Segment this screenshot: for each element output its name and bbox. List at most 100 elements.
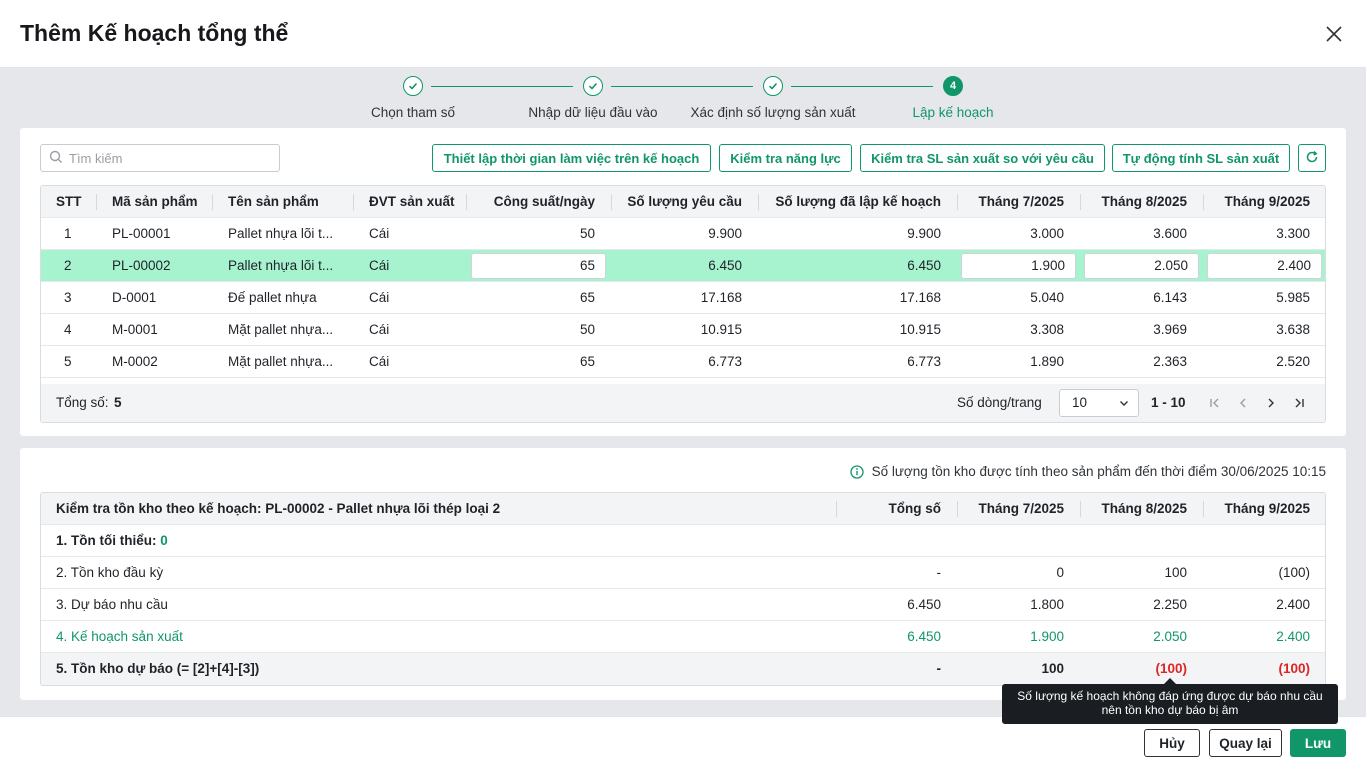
dialog-header: Thêm Kế hoạch tổng thể: [0, 0, 1366, 68]
cell-capacity: 50: [579, 322, 595, 337]
table-row[interactable]: 5 M-0002 Mặt pallet nhựa... Cái 65 6.773…: [41, 346, 1325, 378]
save-button[interactable]: Lưu: [1290, 729, 1346, 757]
search-icon: [49, 150, 63, 167]
col-stt: STT: [56, 194, 82, 209]
cell-m7: 5.040: [1030, 290, 1064, 305]
capacity-input[interactable]: 65: [471, 253, 606, 279]
cell-m9: 3.638: [1276, 322, 1310, 337]
inv-total: 6.450: [907, 597, 941, 612]
inv-col-m9: Tháng 9/2025: [1224, 501, 1310, 516]
col-capacity: Công suất/ngày: [493, 194, 595, 209]
step-label-1: Chọn tham số: [370, 105, 456, 120]
cell-name: Pallet nhựa lõi t...: [228, 258, 334, 273]
inv-row-forecast: 3. Dự báo nhu cầu 6.450 1.800 2.250 2.40…: [41, 589, 1325, 621]
rows-per-page-select[interactable]: 10: [1059, 389, 1139, 417]
stepper: 4 Chọn tham số Nhập dữ liệu đầu vào Xác …: [0, 68, 1366, 128]
step-connector: [611, 85, 753, 87]
col-m9: Tháng 9/2025: [1224, 194, 1310, 209]
search-box[interactable]: [40, 144, 280, 172]
cell-stt: 4: [64, 322, 72, 337]
inv-m7: 1.800: [1030, 597, 1064, 612]
plan-card: Thiết lập thời gian làm việc trên kế hoạ…: [20, 128, 1346, 436]
back-button[interactable]: Quay lại: [1209, 729, 1282, 757]
min-stock-value: 0: [160, 533, 168, 548]
col-name: Tên sản phẩm: [228, 194, 319, 209]
rows-per-page-value: 10: [1072, 395, 1088, 410]
col-unit: ĐVT sản xuất: [369, 194, 455, 209]
cell-required: 6.450: [708, 258, 742, 273]
last-page-icon[interactable]: [1289, 393, 1309, 413]
inv-m9-negative[interactable]: (100): [1278, 661, 1310, 676]
table-row-selected[interactable]: 2 PL-00002 Pallet nhựa lõi t... Cái 65 6…: [41, 250, 1325, 282]
cell-m8: 6.143: [1153, 290, 1187, 305]
table-row[interactable]: 1 PL-00001 Pallet nhựa lõi t... Cái 50 9…: [41, 218, 1325, 250]
cell-stt: 1: [64, 226, 72, 241]
first-page-icon[interactable]: [1205, 393, 1225, 413]
cell-m8: 3.600: [1153, 226, 1187, 241]
compare-check-button[interactable]: Kiểm tra SL sản xuất so với yêu cầu: [860, 144, 1105, 172]
cell-unit: Cái: [369, 258, 390, 273]
tooltip-line-2: nên tồn kho dự báo bị âm: [1101, 703, 1239, 717]
check-icon: [403, 76, 423, 96]
inv-label: 2. Tồn kho đầu kỳ: [56, 565, 164, 580]
m9-input[interactable]: 2.400: [1207, 253, 1322, 279]
cell-required: 17.168: [700, 290, 742, 305]
cell-code: PL-00002: [112, 258, 171, 273]
step-label-2: Nhập dữ liệu đầu vào: [528, 105, 658, 120]
inv-m8: 100: [1164, 565, 1187, 580]
inv-m9: 2.400: [1276, 597, 1310, 612]
m8-input[interactable]: 2.050: [1084, 253, 1199, 279]
cell-required: 9.900: [708, 226, 742, 241]
cancel-button[interactable]: Hủy: [1144, 729, 1200, 757]
auto-calc-button[interactable]: Tự động tính SL sản xuất: [1112, 144, 1290, 172]
table-row[interactable]: 4 M-0001 Mặt pallet nhựa... Cái 50 10.91…: [41, 314, 1325, 346]
capacity-check-button[interactable]: Kiểm tra năng lực: [719, 144, 852, 172]
inv-m9: 2.400: [1276, 629, 1310, 644]
inv-m7: 0: [1056, 565, 1064, 580]
inv-m8: 2.050: [1153, 629, 1187, 644]
page-range: 1 - 10: [1151, 395, 1186, 410]
cell-m7: 3.000: [1030, 226, 1064, 241]
next-page-icon[interactable]: [1261, 393, 1281, 413]
inv-col-m7: Tháng 7/2025: [978, 501, 1064, 516]
table-header: STT Mã sản phẩm Tên sản phẩm ĐVT sản xuấ…: [41, 186, 1325, 218]
inventory-info-text: Số lượng tồn kho được tính theo sản phẩm…: [871, 464, 1326, 479]
col-m7: Tháng 7/2025: [978, 194, 1064, 209]
close-icon[interactable]: [1322, 22, 1346, 46]
refresh-button[interactable]: [1298, 144, 1326, 172]
col-planned: Số lượng đã lập kế hoạch: [775, 194, 941, 209]
inv-row-production-plan: 4. Kế hoạch sản xuất 6.450 1.900 2.050 2…: [41, 621, 1325, 653]
search-input[interactable]: [69, 150, 269, 166]
cell-code: D-0001: [112, 290, 157, 305]
inv-m7: 100: [1041, 661, 1064, 676]
cell-stt: 5: [64, 354, 72, 369]
check-icon: [583, 76, 603, 96]
worktime-button[interactable]: Thiết lập thời gian làm việc trên kế hoạ…: [432, 144, 711, 172]
cell-required: 10.915: [700, 322, 742, 337]
min-stock-label: 1. Tồn tối thiểu:: [56, 533, 157, 548]
cell-unit: Cái: [369, 226, 390, 241]
plan-table: STT Mã sản phẩm Tên sản phẩm ĐVT sản xuấ…: [40, 185, 1326, 423]
cell-stt: 3: [64, 290, 72, 305]
inv-total: 6.450: [907, 629, 941, 644]
negative-stock-tooltip: Số lượng kế hoạch không đáp ứng được dự …: [1002, 678, 1338, 724]
inventory-info: Số lượng tồn kho được tính theo sản phẩm…: [849, 464, 1326, 479]
inv-col-title: Kiểm tra tồn kho theo kế hoạch: PL-00002…: [56, 501, 501, 516]
inv-total: -: [936, 565, 942, 580]
col-m8: Tháng 8/2025: [1101, 194, 1187, 209]
prev-page-icon[interactable]: [1233, 393, 1253, 413]
step-connector: [431, 85, 573, 87]
refresh-icon: [1305, 150, 1319, 167]
cell-stt: 2: [64, 258, 72, 273]
cell-m9: 5.985: [1276, 290, 1310, 305]
inv-m9: (100): [1278, 565, 1310, 580]
inv-label: 5. Tồn kho dự báo (= [2]+[4]-[3]): [56, 661, 260, 676]
m7-input[interactable]: 1.900: [961, 253, 1076, 279]
cell-planned: 10.915: [899, 322, 941, 337]
table-row[interactable]: 3 D-0001 Đế pallet nhựa Cái 65 17.168 17…: [41, 282, 1325, 314]
inv-label: 3. Dự báo nhu cầu: [56, 597, 168, 612]
cell-code: PL-00001: [112, 226, 171, 241]
col-code: Mã sản phẩm: [112, 194, 198, 209]
inv-total: -: [936, 661, 942, 676]
cell-m7: 1.890: [1030, 354, 1064, 369]
